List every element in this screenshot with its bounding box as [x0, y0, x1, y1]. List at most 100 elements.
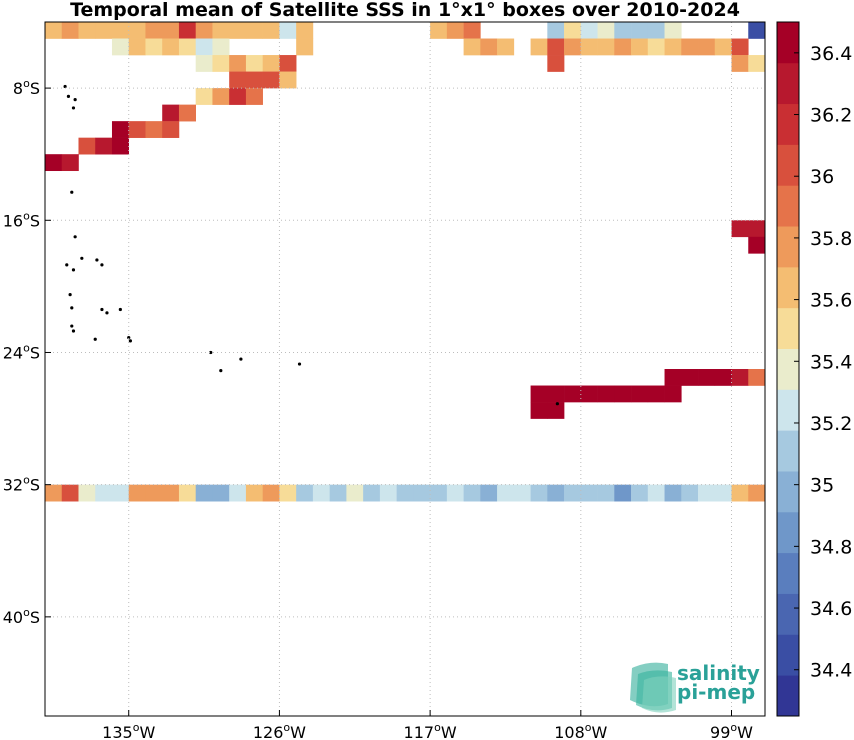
colorbar-segment	[777, 471, 799, 513]
sss-cell	[731, 55, 749, 72]
colorbar-segment	[777, 511, 799, 554]
colorbar: 34.4 34.6 34.8 35 35.2 35.4 35.6 35.8 36 36.2 36.4	[776, 21, 852, 717]
sss-cell	[162, 104, 180, 122]
sss-cell	[145, 121, 163, 138]
sss-cell	[748, 369, 765, 386]
sss-cell	[647, 38, 665, 56]
sss-cell	[329, 484, 347, 502]
island-mark	[100, 263, 104, 267]
island-mark	[555, 402, 559, 406]
sss-cell	[162, 484, 180, 502]
sss-cell	[647, 484, 665, 502]
sss-cell	[664, 369, 682, 386]
sss-cell	[195, 38, 213, 56]
colorbar-segment	[777, 22, 799, 64]
sss-cell	[631, 484, 649, 502]
sss-cell	[614, 385, 632, 403]
island-mark	[68, 293, 72, 297]
island-mark	[71, 268, 76, 272]
island-mark	[105, 311, 109, 315]
sss-cell	[145, 22, 163, 39]
sss-cell	[580, 484, 598, 502]
colorbar-tick-label: 35.8	[810, 228, 852, 250]
sss-cell	[564, 22, 582, 39]
colorbar-segment	[777, 226, 799, 268]
sss-cell	[245, 484, 263, 502]
sss-cell	[480, 484, 498, 502]
sss-cell	[413, 484, 431, 502]
colorbar-segment	[777, 144, 799, 186]
colorbar-tick-label: 35	[810, 475, 834, 497]
sss-cell	[631, 38, 649, 56]
sss-cell	[597, 22, 615, 39]
sss-cell	[95, 484, 113, 502]
colorbar-tick-label: 34.6	[810, 598, 852, 620]
sss-cell	[731, 220, 749, 238]
island-mark	[100, 307, 104, 312]
sss-cell	[178, 104, 196, 122]
sss-cell	[714, 38, 732, 56]
sss-cell	[178, 38, 196, 56]
colorbar-frame	[776, 21, 800, 717]
sss-cell	[681, 38, 699, 56]
island-mark	[70, 306, 74, 310]
sss-cells-layer	[45, 22, 765, 502]
island-mark	[70, 190, 74, 194]
sss-cell	[614, 22, 632, 39]
sss-cell	[614, 38, 632, 56]
island-mark	[66, 94, 71, 98]
sss-cell	[279, 484, 297, 502]
colorbar-tick-label: 34.4	[810, 660, 852, 682]
sss-cell	[497, 484, 515, 502]
sss-cell	[128, 484, 146, 502]
sss-cell	[262, 71, 280, 89]
island-mark	[209, 350, 213, 355]
sss-cell	[296, 22, 314, 39]
island-mark	[297, 362, 302, 366]
colorbar-segment	[777, 430, 799, 472]
sss-cell	[513, 484, 531, 502]
sss-cell	[564, 484, 582, 502]
sss-cell	[212, 22, 230, 39]
sss-cell	[580, 385, 598, 403]
island-mark	[95, 258, 99, 262]
sss-cell	[229, 22, 247, 39]
sss-cell	[195, 484, 213, 502]
sss-cell	[547, 22, 565, 39]
island-mark	[127, 336, 131, 340]
colorbar-tick-label: 36	[810, 166, 834, 188]
colorbar-tick-label: 34.8	[810, 536, 852, 558]
sss-cell	[279, 22, 297, 39]
islands-layer	[63, 84, 559, 406]
colorbar-tick-label: 35.4	[810, 351, 852, 373]
map-frame	[44, 21, 766, 717]
lon-tick-label: 117oW	[404, 721, 457, 740]
sss-cell	[262, 22, 280, 39]
sss-cell	[229, 484, 247, 502]
sss-cell	[296, 38, 314, 56]
sss-cell	[748, 236, 765, 254]
sss-cell	[95, 22, 113, 39]
sss-cell	[748, 220, 765, 238]
sss-cell	[430, 22, 448, 39]
sss-cell	[128, 38, 146, 56]
sss-cell	[279, 71, 297, 89]
sss-cell	[45, 22, 63, 39]
sss-cell	[162, 38, 180, 56]
gridlines-layer	[45, 22, 765, 716]
colorbar-segment	[777, 266, 799, 309]
sss-cell	[262, 55, 280, 72]
sss-cell	[111, 137, 130, 155]
sss-cell	[631, 385, 649, 403]
sss-cell	[430, 484, 448, 502]
lon-tick-label: 99oW	[710, 721, 753, 740]
lon-tick-label: 108oW	[554, 721, 607, 740]
sss-cell	[748, 55, 765, 72]
sss-cell	[78, 137, 96, 155]
lat-tick-label: 24oS	[3, 341, 40, 362]
sss-cell	[245, 22, 263, 39]
sss-cell	[45, 484, 63, 502]
colorbar-tick-label: 35.2	[810, 413, 852, 435]
sss-cell	[698, 484, 716, 502]
map-title: Temporal mean of Satellite SSS in 1°x1° …	[70, 0, 740, 21]
